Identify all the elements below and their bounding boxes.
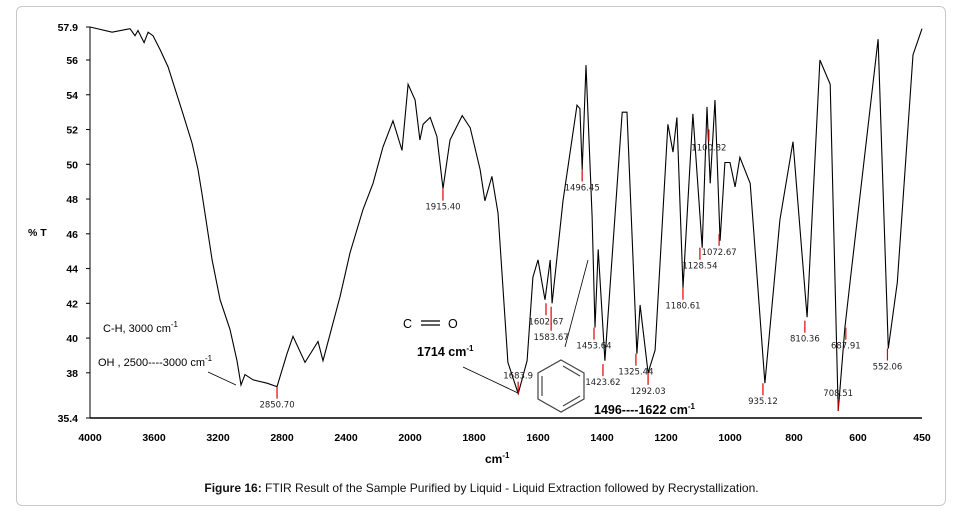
- peak-label: 1128.54: [682, 247, 717, 272]
- x-tick-label: 450: [913, 432, 931, 444]
- x-tick-label: 600: [849, 432, 867, 444]
- peak-label: 2850.70: [259, 386, 295, 411]
- y-tick-label: 44: [66, 264, 78, 276]
- y-tick-label: 57.9: [58, 22, 79, 34]
- peak-value: 552.06: [873, 362, 903, 372]
- peak-label: 1496.45: [565, 169, 600, 193]
- peak-label: 1453.64: [576, 327, 612, 352]
- peak-label: 1423.62: [585, 364, 621, 388]
- peak-value: 1683.9: [503, 372, 533, 382]
- oh-leader-line: [207, 371, 237, 386]
- x-tick-label: 4000: [78, 432, 102, 444]
- peak-value: 1325.44: [618, 368, 653, 378]
- peak-value: 1915.40: [425, 203, 460, 213]
- y-tick-label: 48: [66, 194, 78, 206]
- peak-label: 935.12: [748, 383, 778, 407]
- annotations: C-H, 3000 cm-1 OH , 2500----3000 cm-1 C …: [98, 259, 695, 417]
- spectrum-line: [89, 26, 923, 412]
- x-tick-label: 3200: [206, 432, 230, 444]
- y-tick-label: 46: [66, 229, 78, 241]
- peak-value: 1072.67: [702, 248, 737, 258]
- carbonyl-leader-line: [462, 366, 519, 394]
- x-tick-label: 800: [785, 432, 803, 444]
- y-tick-label: 42: [66, 298, 78, 310]
- peak-label: 1072.67: [702, 233, 737, 258]
- peak-value: 810.36: [790, 335, 820, 345]
- figure-frame: [16, 6, 946, 506]
- peak-value: 1496.45: [565, 183, 600, 193]
- peak-label: 1683.9: [503, 372, 533, 394]
- peak-label: 1292.03: [631, 372, 666, 397]
- peak-label: 1915.40: [425, 188, 461, 213]
- x-tick-label: 1400: [590, 432, 614, 444]
- y-tick-label: 56: [66, 55, 78, 67]
- x-tick-label: 1600: [526, 432, 550, 444]
- axes: [89, 27, 922, 419]
- peak-value: 2850.70: [259, 401, 294, 411]
- x-axis-label: cm-1: [485, 451, 510, 466]
- y-tick-label: 52: [66, 125, 78, 137]
- caption-text: FTIR Result of the Sample Purified by Li…: [261, 481, 759, 495]
- carbonyl-o: O: [448, 317, 458, 331]
- peak-value: 1423.62: [585, 378, 620, 388]
- peak-value: 1292.03: [631, 387, 666, 397]
- y-tick-label: 40: [66, 333, 78, 345]
- peak-value: 1128.54: [682, 262, 717, 272]
- peak-label: 1100.82: [691, 129, 726, 154]
- peak-label: 1602.67: [528, 303, 564, 327]
- aromatic-leader-line: [564, 259, 589, 348]
- peak-label: 708.51: [823, 389, 853, 412]
- aromatic-wavenumber: 1496----1622 cm-1: [594, 402, 695, 417]
- caption-label: Figure 16:: [204, 481, 262, 495]
- ch-annotation: C-H, 3000 cm-1: [103, 320, 179, 335]
- peak-label: 1583.67: [534, 306, 569, 343]
- y-tick-label: 54: [66, 90, 78, 102]
- peak-label: 687.91: [831, 327, 861, 352]
- x-tick-label: 2400: [334, 432, 358, 444]
- peak-value: 1453.64: [576, 342, 611, 352]
- peak-value: 1100.82: [691, 144, 726, 154]
- peak-value: 708.51: [823, 389, 853, 399]
- peak-value: 1180.61: [665, 302, 700, 312]
- peak-value: 687.91: [831, 342, 861, 352]
- x-tick-label: 1800: [462, 432, 486, 444]
- peak-label: 1325.44: [618, 353, 653, 378]
- x-tick-label: 2800: [270, 432, 294, 444]
- x-tick-label: 2000: [398, 432, 422, 444]
- peak-value: 935.12: [748, 397, 778, 407]
- y-tick-label: 38: [66, 368, 78, 380]
- peak-label: 1180.61: [665, 287, 701, 312]
- peak-value: 1583.67: [534, 333, 569, 343]
- x-tick-label: 1200: [654, 432, 678, 444]
- peak-label: 552.06: [873, 348, 903, 372]
- y-tick-label: 35.4: [58, 413, 79, 425]
- peak-labels: 2850.70 1915.40 1683.9 1602.67 1583.67 1496.4…: [259, 129, 903, 412]
- peak-value: 1602.67: [528, 317, 563, 327]
- oh-annotation: OH , 2500----3000 cm-1: [98, 354, 213, 369]
- y-axis-label: % T: [28, 227, 47, 239]
- x-ticks: 4000 3600 3200 2800 2400 2000 1800 1600 1400 1200…: [78, 432, 931, 444]
- benzene-ring-icon: [537, 359, 585, 413]
- y-tick-label: 50: [66, 159, 78, 171]
- carbonyl-wavenumber: 1714 cm-1: [417, 344, 474, 359]
- y-ticks: 35.4 38 40 42 44 46 48 50 52 54 56 57.9: [58, 22, 90, 425]
- x-tick-label: 1000: [718, 432, 742, 444]
- x-tick-label: 3600: [142, 432, 166, 444]
- carbonyl-c: C: [403, 317, 412, 331]
- peak-label: 810.36: [790, 320, 820, 345]
- figure-caption: Figure 16: FTIR Result of the Sample Pur…: [0, 481, 963, 495]
